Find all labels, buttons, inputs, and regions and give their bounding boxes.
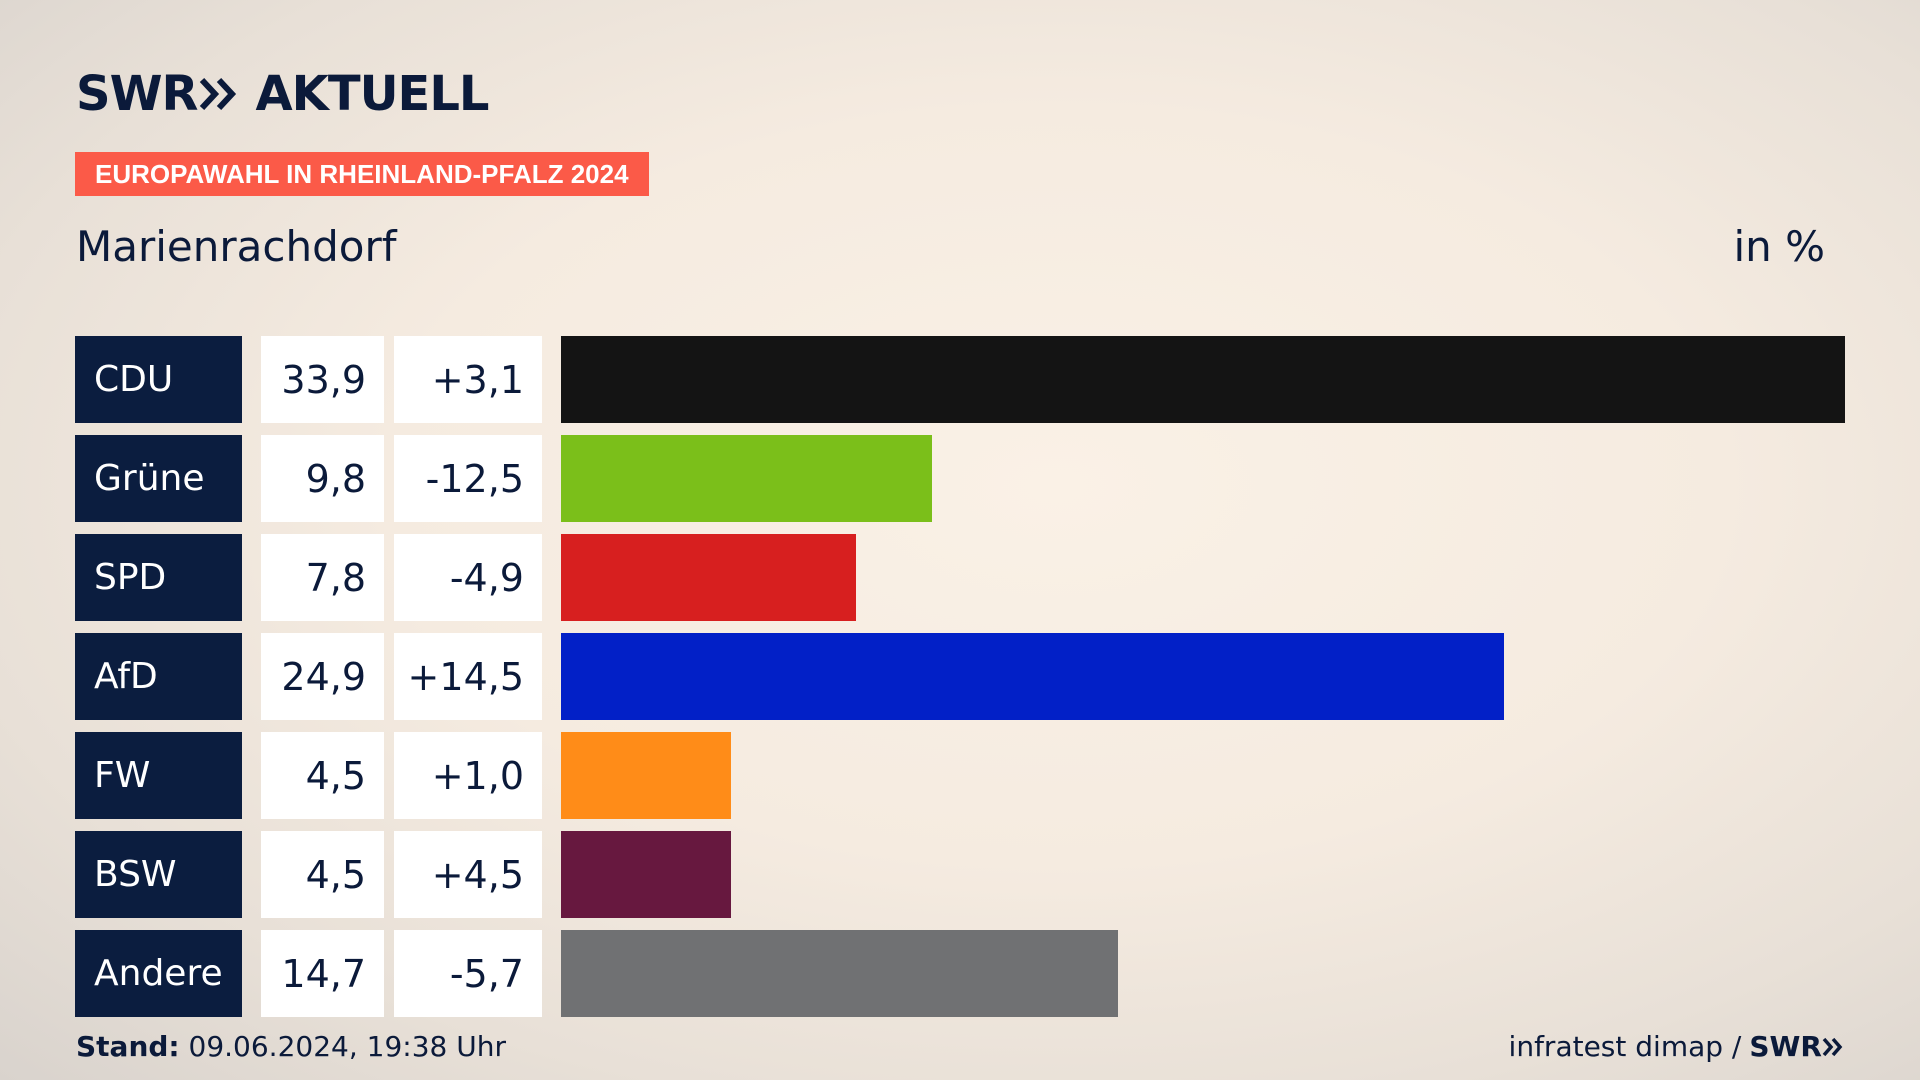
election-badge: EUROPAWAHL IN RHEINLAND-PFALZ 2024	[75, 152, 649, 196]
vote-share-label: 4,5	[261, 732, 384, 819]
vote-change-label: +14,5	[394, 633, 542, 720]
party-label: Andere	[75, 930, 242, 1017]
source-credit: infratest dimap / SWR	[1509, 1030, 1844, 1063]
swr-aktuell-logo: SWR AKTUELL	[76, 66, 490, 122]
result-bar	[561, 930, 1118, 1017]
logo-aktuell-text: AKTUELL	[255, 66, 489, 122]
vote-change-label: +4,5	[394, 831, 542, 918]
source-text: infratest dimap /	[1508, 1030, 1742, 1063]
result-row: FW 4,5 +1,0	[75, 732, 1845, 819]
result-bar	[561, 732, 731, 819]
results-chart: CDU 33,9 +3,1 Grüne 9,8 -12,5 SPD 7,8 -4,9 AfD 24,…	[75, 336, 1845, 1029]
double-chevron-icon	[199, 77, 239, 111]
vote-share-label: 33,9	[261, 336, 384, 423]
stand-value: 09.06.2024, 19:38 Uhr	[179, 1030, 506, 1063]
result-bar	[561, 831, 731, 918]
party-label: SPD	[75, 534, 242, 621]
small-double-chevron-icon	[1822, 1037, 1843, 1056]
swr-small-text: SWR	[1749, 1030, 1822, 1063]
result-row: BSW 4,5 +4,5	[75, 831, 1845, 918]
vote-change-label: -12,5	[394, 435, 542, 522]
party-label: FW	[75, 732, 242, 819]
vote-share-label: 9,8	[261, 435, 384, 522]
swr-small-logo: SWR	[1749, 1030, 1844, 1063]
stand-label: Stand:	[76, 1030, 180, 1063]
party-label: CDU	[75, 336, 242, 423]
result-row: Andere 14,7 -5,7	[75, 930, 1845, 1017]
unit-label: in %	[1733, 222, 1825, 271]
vote-change-label: -5,7	[394, 930, 542, 1017]
vote-change-label: -4,9	[394, 534, 542, 621]
vote-share-label: 7,8	[261, 534, 384, 621]
result-bar	[561, 534, 856, 621]
result-bar	[561, 633, 1504, 720]
vote-change-label: +1,0	[394, 732, 542, 819]
vote-share-label: 24,9	[261, 633, 384, 720]
vote-share-label: 4,5	[261, 831, 384, 918]
result-bar	[561, 435, 932, 522]
vote-share-label: 14,7	[261, 930, 384, 1017]
result-row: SPD 7,8 -4,9	[75, 534, 1845, 621]
result-bar	[561, 336, 1845, 423]
result-row: AfD 24,9 +14,5	[75, 633, 1845, 720]
result-row: CDU 33,9 +3,1	[75, 336, 1845, 423]
logo-swr-text: SWR	[76, 66, 198, 122]
party-label: AfD	[75, 633, 242, 720]
party-label: Grüne	[75, 435, 242, 522]
timestamp: Stand: 09.06.2024, 19:38 Uhr	[76, 1030, 506, 1063]
result-row: Grüne 9,8 -12,5	[75, 435, 1845, 522]
municipality-title: Marienrachdorf	[76, 222, 397, 271]
party-label: BSW	[75, 831, 242, 918]
vote-change-label: +3,1	[394, 336, 542, 423]
